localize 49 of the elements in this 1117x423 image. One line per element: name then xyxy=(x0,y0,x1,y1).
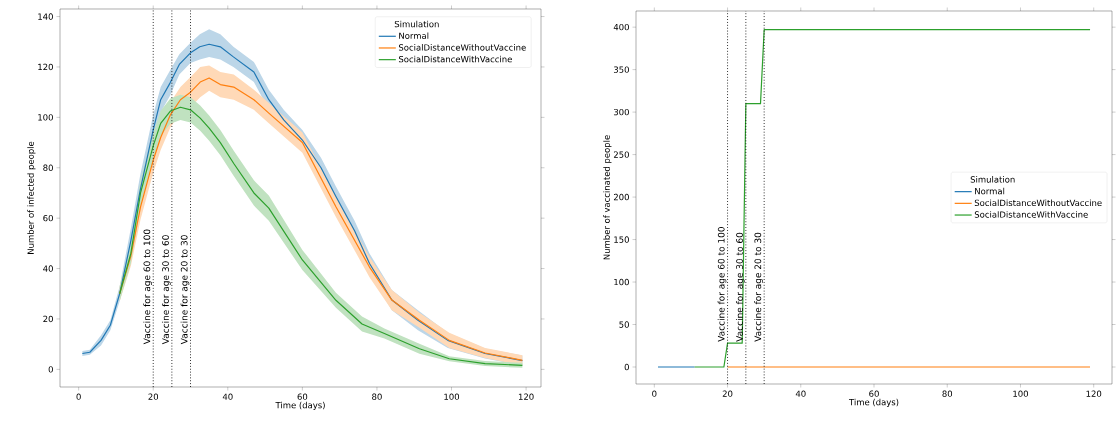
legend-title: Simulation xyxy=(970,176,1015,183)
x-tick-label: 40 xyxy=(222,393,233,400)
ref-line-label: Vaccine for age 20 to 30 xyxy=(180,235,190,345)
x-tick-label: 40 xyxy=(795,390,806,397)
y-tick-label: 0 xyxy=(48,366,53,373)
y-tick-label: 300 xyxy=(613,108,629,116)
y-tick-label: 50 xyxy=(619,321,629,328)
x-tick-label: 20 xyxy=(722,390,733,397)
legend-label: SocialDistanceWithVaccine xyxy=(974,211,1088,218)
y-tick-label: 100 xyxy=(38,114,53,121)
y-tick-label: 200 xyxy=(613,193,629,201)
x-axis-title: Time (days) xyxy=(275,401,325,410)
ref-line-label: Vaccine for age 30 to 60 xyxy=(161,235,171,345)
x-tick-label: 120 xyxy=(1086,390,1102,397)
y-tick-label: 80 xyxy=(43,164,53,171)
y-tick-label: 140 xyxy=(38,13,53,20)
x-tick-label: 100 xyxy=(444,393,460,400)
y-tick-label: 20 xyxy=(43,315,53,323)
x-tick-label: 0 xyxy=(76,393,81,400)
ref-line-label: Vaccine for age 30 to 60 xyxy=(735,232,745,342)
ref-line-label: Vaccine for age 60 to 100 xyxy=(717,227,727,342)
y-tick-label: 250 xyxy=(613,151,629,158)
y-tick-label: 120 xyxy=(38,63,53,71)
x-tick-label: 120 xyxy=(518,393,534,400)
legend-label: SocialDistanceWithoutVaccine xyxy=(974,199,1102,207)
legend-label: SocialDistanceWithVaccine xyxy=(398,55,512,63)
legend-label: SocialDistanceWithoutVaccine xyxy=(398,44,526,51)
ref-line-label: Vaccine for age 20 to 30 xyxy=(754,232,763,342)
y-tick-label: 150 xyxy=(614,236,629,243)
y-tick-label: 60 xyxy=(43,214,53,222)
legend-title: Simulation xyxy=(394,20,439,28)
y-tick-label: 350 xyxy=(613,66,629,73)
y-axis-title: Number of vaccinated people xyxy=(603,135,612,260)
y-tick-label: 0 xyxy=(624,363,629,371)
y-axis-title: Number of infected people xyxy=(27,141,36,254)
y-tick-label: 40 xyxy=(43,265,53,272)
x-tick-label: 0 xyxy=(652,390,657,397)
x-tick-label: 80 xyxy=(372,393,382,400)
y-tick-label: 100 xyxy=(614,278,629,286)
x-tick-label: 20 xyxy=(148,393,159,400)
legend-label: Normal xyxy=(975,187,1005,195)
x-tick-label: 60 xyxy=(297,393,308,400)
ref-line-label: Vaccine for age 60 to 100 xyxy=(143,229,153,345)
x-tick-label: 80 xyxy=(942,390,953,397)
x-tick-label: 60 xyxy=(869,390,879,397)
y-tick-label: 400 xyxy=(613,23,629,31)
x-tick-label: 100 xyxy=(1013,390,1028,397)
legend-label: Normal xyxy=(399,32,429,39)
x-axis-title: Time (days) xyxy=(848,398,899,407)
